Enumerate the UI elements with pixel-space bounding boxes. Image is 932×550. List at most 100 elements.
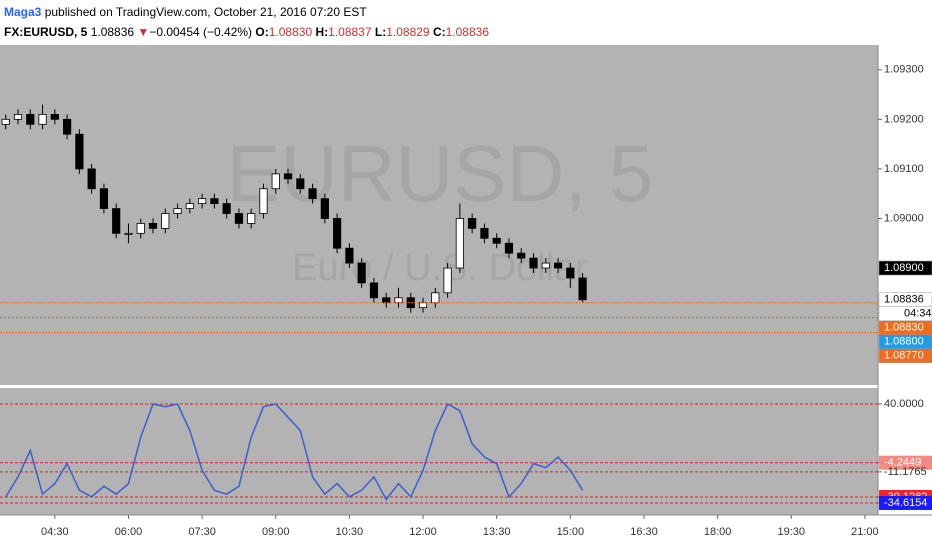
candle-body: [185, 203, 194, 209]
candle-body: [112, 208, 121, 234]
candle-body: [566, 267, 575, 279]
x-tick-label: 12:00: [409, 526, 437, 538]
price-marker-label: 1.08800: [884, 336, 924, 348]
y-tick-label: -11.1765: [884, 466, 927, 478]
x-tick-label: 16:30: [630, 526, 658, 538]
candle-body: [553, 262, 563, 269]
y-tick-label: 1.09000: [884, 212, 924, 224]
candle-body: [173, 208, 182, 214]
candle-body: [443, 267, 452, 294]
candle-body: [418, 302, 428, 309]
x-tick-label: 10:30: [336, 526, 364, 538]
candle-body: [161, 213, 170, 229]
c-label: C:: [432, 25, 446, 39]
candle-body: [320, 198, 329, 219]
candle-body: [210, 198, 219, 205]
candle-body: [26, 113, 35, 125]
header: Maga3 published on TradingView.com, Octo…: [4, 2, 489, 42]
price-marker-label: 1.08830: [884, 322, 924, 334]
candle-body: [87, 168, 96, 190]
candle-body: [541, 262, 550, 269]
candle-body: [198, 198, 207, 205]
watermark-sub: Euro / U.S. Dollar: [292, 247, 588, 289]
candle-body: [124, 232, 133, 235]
candle-body: [38, 113, 47, 125]
candle-body: [333, 218, 342, 249]
price-marker-label: 1.08900: [884, 262, 924, 274]
candle-body: [578, 277, 587, 301]
x-tick-label: 21:00: [851, 526, 879, 538]
candle-body: [468, 218, 477, 229]
candle-body: [222, 203, 231, 214]
candle-body: [99, 188, 109, 209]
candle-body: [308, 188, 317, 200]
l: 1.08829: [386, 25, 430, 39]
symbol: FX:EURUSD, 5: [4, 25, 88, 39]
candle-body: [148, 223, 158, 229]
x-tick-label: 15:00: [557, 526, 585, 538]
candle-body: [296, 178, 305, 190]
candle-body: [136, 223, 145, 234]
last: 1.08836: [90, 25, 135, 39]
candle-body: [345, 247, 354, 264]
h: 1.08837: [328, 25, 372, 39]
candle-body: [259, 188, 268, 214]
published: published on TradingView.com, October 21…: [44, 5, 367, 19]
candle-body: [517, 252, 526, 259]
candle-body: [271, 173, 280, 190]
author[interactable]: Maga3: [4, 5, 42, 19]
candle-body: [394, 297, 403, 304]
y-tick-label: 1.09100: [884, 163, 924, 175]
candle-body: [13, 113, 23, 120]
change: −0.00454 (−0.42%): [149, 25, 253, 39]
l-label: L:: [374, 25, 387, 39]
main-pane: [0, 45, 878, 385]
symbol-line: FX:EURUSD, 5 1.08836 ▼−0.00454 (−0.42%) …: [4, 22, 489, 42]
y-tick-label: -34.6154: [884, 497, 927, 509]
candle-body: [382, 297, 391, 304]
candle-body: [529, 257, 538, 269]
x-tick-label: 18:00: [704, 526, 732, 538]
candle-body: [247, 213, 256, 224]
candle-body: [492, 237, 501, 244]
y-tick-label: 1.09300: [884, 64, 924, 76]
y-tick-label: 1.09200: [884, 113, 924, 125]
countdown: 04:34: [904, 308, 932, 320]
watermark: EURUSD, 5: [227, 129, 654, 218]
price-marker-label: 1.08836: [884, 294, 924, 306]
publish-line: Maga3 published on TradingView.com, Octo…: [4, 2, 489, 22]
price-marker: [878, 348, 932, 364]
osc-pane: [0, 388, 878, 515]
y-tick-box: [879, 495, 932, 510]
candle-body: [50, 113, 59, 120]
candle-body: [283, 173, 293, 180]
o: 1.08830: [268, 25, 313, 39]
candle-body: [431, 292, 440, 304]
candle-body: [480, 227, 489, 239]
candle-body: [63, 118, 72, 135]
candle-body: [1, 118, 10, 125]
h-label: H:: [315, 25, 329, 39]
candle-body: [357, 262, 366, 284]
c: 1.08836: [445, 25, 490, 39]
candle-body: [369, 282, 379, 299]
candle-body: [455, 218, 464, 269]
candle-body: [75, 133, 84, 170]
candle-body: [234, 213, 244, 224]
arrow: ▼: [137, 25, 150, 39]
x-tick-label: 04:30: [41, 526, 69, 538]
x-tick-label: 19:30: [777, 526, 805, 538]
price-marker: [878, 260, 932, 276]
osc-line: [5, 403, 584, 501]
x-tick-label: 06:00: [115, 526, 143, 538]
x-tick-label: 13:30: [483, 526, 511, 538]
y-tick-label: -4.2449: [884, 457, 921, 469]
y-tick-box: [879, 455, 932, 470]
x-tick-label: 07:30: [188, 526, 216, 538]
y-tick-label: 40.0000: [884, 398, 924, 410]
x-tick-label: 09:00: [262, 526, 290, 538]
o-label: O:: [255, 25, 269, 39]
price-marker-label: 1.08770: [884, 350, 924, 362]
